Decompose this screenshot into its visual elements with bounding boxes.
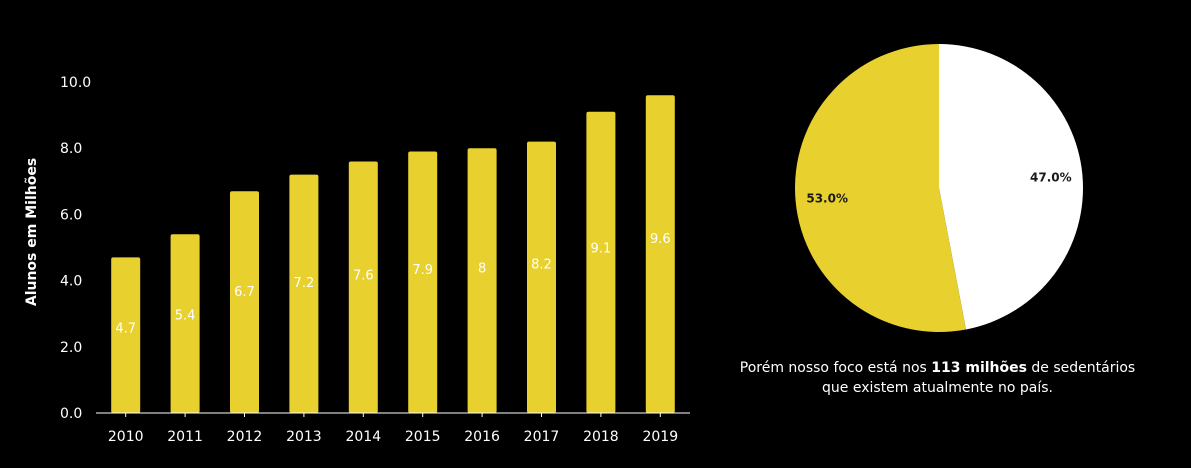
bar — [348, 161, 378, 413]
y-axis-ticks: 0.0 2.0 4.0 6.0 8.0 10.0 — [60, 75, 91, 422]
pie-slice — [795, 44, 966, 332]
bar-value-label: 7.9 — [412, 263, 433, 278]
caption-text-after: de sedentários — [1026, 360, 1136, 376]
x-tick-label: 2018 — [583, 429, 619, 445]
bar-chart: Alunos em Milhões 0.0 2.0 4.0 6.0 8.0 10.0 4.… — [24, 75, 690, 445]
x-tick-label: 2010 — [108, 429, 144, 445]
bar — [230, 191, 259, 413]
pie-chart: 47.0% 53.0% — [795, 44, 1083, 332]
pie-slices — [795, 44, 1083, 332]
bar-value-label: 9.1 — [591, 241, 612, 256]
pie-slice-label: 47.0% — [1030, 170, 1072, 184]
x-tick-label: 2016 — [464, 429, 500, 445]
x-tick-label: 2013 — [286, 429, 322, 445]
bar-value-label: 9.6 — [650, 232, 671, 247]
caption-highlight: 113 milhões — [931, 360, 1027, 376]
y-tick-label: 4.0 — [60, 274, 82, 290]
x-axis-ticks: 2010 2011 2012 2013 2014 2015 2016 2017 2018 2019 — [108, 413, 678, 445]
bar-value-label: 7.6 — [353, 269, 374, 284]
caption-text-before: Porém nosso foco está nos — [739, 360, 932, 376]
y-tick-label: 6.0 — [60, 207, 82, 223]
bar-value-label: 8.2 — [531, 258, 552, 273]
x-tick-label: 2017 — [524, 429, 560, 445]
pie-slice-label: 53.0% — [806, 192, 848, 206]
bar-value-label: 5.4 — [175, 309, 196, 324]
bar-value-label: 8 — [478, 261, 486, 276]
y-tick-label: 10.0 — [60, 75, 91, 91]
x-tick-label: 2015 — [405, 429, 441, 445]
bar — [645, 95, 675, 414]
pie-caption: Porém nosso foco está nos 113 milhões de… — [700, 358, 1175, 398]
bar-value-label: 4.7 — [115, 321, 136, 336]
bar-value-label: 6.7 — [234, 285, 255, 300]
pie-labels: 47.0% 53.0% — [806, 170, 1071, 205]
bar — [408, 151, 438, 413]
y-tick-label: 0.0 — [60, 406, 82, 422]
bar — [467, 148, 497, 413]
x-tick-label: 2012 — [227, 429, 263, 445]
x-tick-label: 2011 — [167, 429, 203, 445]
x-tick-label: 2019 — [642, 429, 678, 445]
bar — [111, 257, 141, 413]
bar — [586, 111, 616, 413]
x-tick-label: 2014 — [345, 429, 381, 445]
y-tick-label: 8.0 — [60, 141, 82, 157]
caption-line-2: que existem atualmente no país. — [822, 380, 1053, 396]
pie-slice — [939, 44, 1083, 330]
y-axis-label: Alunos em Milhões — [24, 158, 40, 306]
caption-line-1: Porém nosso foco está nos 113 milhões de… — [700, 358, 1175, 378]
y-tick-label: 2.0 — [60, 340, 82, 356]
bar — [289, 174, 319, 413]
bar-value-label: 7.2 — [294, 276, 315, 291]
bars: 4.7 5.4 6.7 7.2 7.6 7.9 8 8.2 9.1 9.6 — [111, 95, 675, 414]
bar — [527, 141, 556, 413]
bar — [170, 234, 200, 413]
